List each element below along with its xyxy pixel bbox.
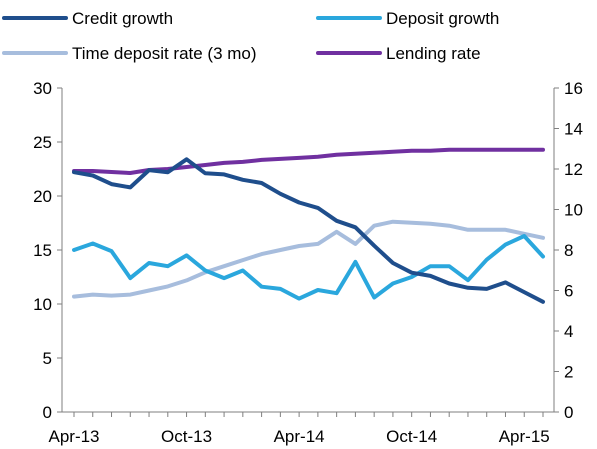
left-tick-label: 5 <box>43 349 52 368</box>
right-tick-label: 12 <box>564 160 583 179</box>
right-tick-label: 10 <box>564 201 583 220</box>
series-line-credit-growth <box>72 157 545 304</box>
left-tick-label: 10 <box>33 295 52 314</box>
right-tick-label: 14 <box>564 120 583 139</box>
right-tick-label: 6 <box>564 282 573 301</box>
legend-label: Lending rate <box>386 44 481 63</box>
right-tick-label: 4 <box>564 322 573 341</box>
x-tick-label: Oct-14 <box>386 427 437 446</box>
left-tick-label: 30 <box>33 79 52 98</box>
x-tick-label: Oct-13 <box>161 427 212 446</box>
legend-label: Deposit growth <box>386 9 499 28</box>
right-tick-label: 8 <box>564 241 573 260</box>
series-line-time-deposit-rate-3-mo <box>72 219 545 299</box>
x-tick-label: Apr-14 <box>274 427 325 446</box>
x-tick-label: Apr-13 <box>48 427 99 446</box>
right-tick-label: 0 <box>564 403 573 422</box>
left-tick-label: 0 <box>43 403 52 422</box>
left-tick-label: 25 <box>33 133 52 152</box>
series-lines <box>72 147 545 304</box>
right-tick-label: 2 <box>564 363 573 382</box>
legend-label: Credit growth <box>72 9 173 28</box>
left-tick-label: 20 <box>33 187 52 206</box>
chart-axes <box>61 88 555 413</box>
chart-legend: Credit growth Deposit growth Time deposit … <box>2 9 499 63</box>
axis-ticks: 0 5 10 15 20 25 30 0 2 4 6 8 10 12 14 16 Apr-13 Oct-13 Apr… <box>33 79 583 446</box>
legend-label: Time deposit rate (3 mo) <box>72 44 257 63</box>
left-tick-label: 15 <box>33 241 52 260</box>
series-line-deposit-growth <box>72 234 545 301</box>
x-tick-label: Apr-15 <box>499 427 550 446</box>
series-line-lending-rate <box>72 147 545 175</box>
right-tick-label: 16 <box>564 79 583 98</box>
